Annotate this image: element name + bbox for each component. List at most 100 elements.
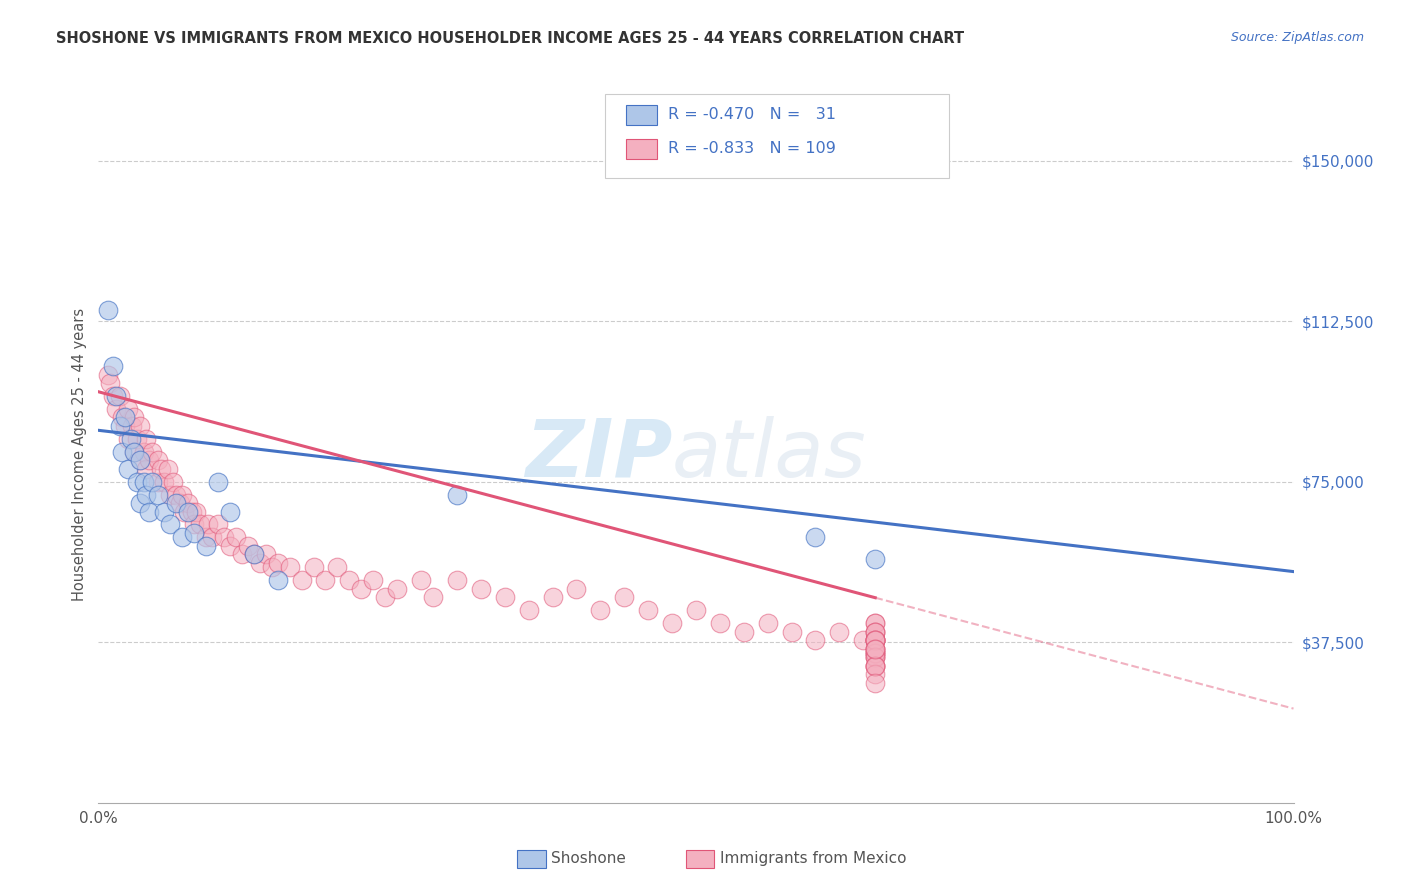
Point <box>172 530 194 544</box>
Point <box>865 658 887 673</box>
Point <box>186 505 208 519</box>
Point <box>422 591 444 605</box>
Point <box>865 641 887 656</box>
Point <box>865 633 887 648</box>
Text: Source: ZipAtlas.com: Source: ZipAtlas.com <box>1230 31 1364 45</box>
Point <box>865 650 887 665</box>
Point <box>98 376 122 391</box>
Point <box>219 505 242 519</box>
Point <box>411 573 433 587</box>
Point <box>114 410 136 425</box>
Point <box>148 487 170 501</box>
Point <box>243 548 266 562</box>
Point <box>865 641 887 656</box>
Point <box>97 303 120 318</box>
Point <box>177 505 200 519</box>
Point <box>637 603 659 617</box>
Point <box>865 633 887 648</box>
Point <box>470 582 492 596</box>
Point <box>865 624 887 639</box>
Point <box>565 582 588 596</box>
Point <box>865 658 887 673</box>
Point <box>446 487 468 501</box>
Point <box>108 389 131 403</box>
Point <box>865 633 887 648</box>
Point <box>183 517 205 532</box>
Point <box>865 641 887 656</box>
Point <box>865 658 887 673</box>
Point <box>149 462 172 476</box>
Point <box>326 560 349 574</box>
Point <box>865 650 887 665</box>
Point <box>111 444 134 458</box>
Point <box>148 453 170 467</box>
Point <box>105 401 128 416</box>
Point <box>153 475 176 489</box>
Point <box>260 560 283 574</box>
Point <box>254 548 277 562</box>
Point <box>165 496 187 510</box>
Point <box>153 505 176 519</box>
Point <box>446 573 468 587</box>
Point <box>138 453 160 467</box>
Point <box>117 401 139 416</box>
Point <box>162 475 184 489</box>
Point <box>339 573 361 587</box>
Point <box>173 505 195 519</box>
Point <box>117 432 139 446</box>
Point <box>733 624 755 639</box>
Point <box>101 389 124 403</box>
Point <box>865 633 887 648</box>
Point <box>865 667 887 681</box>
Y-axis label: Householder Income Ages 25 - 44 years: Householder Income Ages 25 - 44 years <box>72 309 87 601</box>
Point <box>195 539 218 553</box>
Point <box>385 582 409 596</box>
Point <box>613 591 636 605</box>
Point <box>135 432 157 446</box>
Point <box>865 646 887 660</box>
Text: ZIP: ZIP <box>524 416 672 494</box>
Point <box>197 517 219 532</box>
Point <box>865 658 887 673</box>
Point <box>195 530 218 544</box>
Point <box>267 573 290 587</box>
Text: Shoshone: Shoshone <box>551 852 626 866</box>
Point <box>124 444 146 458</box>
Point <box>865 615 887 630</box>
Point <box>177 496 200 510</box>
Point <box>141 444 163 458</box>
Point <box>129 453 152 467</box>
Point <box>589 603 612 617</box>
Point <box>172 487 194 501</box>
Point <box>188 517 211 532</box>
Point <box>219 539 242 553</box>
Point <box>159 487 181 501</box>
Point <box>201 530 224 544</box>
Point <box>494 591 516 605</box>
Text: SHOSHONE VS IMMIGRANTS FROM MEXICO HOUSEHOLDER INCOME AGES 25 - 44 YEARS CORRELA: SHOSHONE VS IMMIGRANTS FROM MEXICO HOUSE… <box>56 31 965 46</box>
Point <box>804 633 827 648</box>
Point <box>111 410 134 425</box>
Point <box>363 573 385 587</box>
Point <box>225 530 247 544</box>
Point <box>125 432 148 446</box>
Point <box>315 573 337 587</box>
Point <box>865 551 887 566</box>
Text: R = -0.470   N =   31: R = -0.470 N = 31 <box>668 107 835 121</box>
Point <box>148 475 170 489</box>
Point <box>374 591 396 605</box>
Text: atlas: atlas <box>672 416 868 494</box>
Point <box>124 444 146 458</box>
Point <box>124 410 146 425</box>
Point <box>121 419 143 434</box>
Point <box>541 591 564 605</box>
Point <box>129 453 152 467</box>
Point <box>135 462 157 476</box>
Point <box>120 432 142 446</box>
Point <box>804 530 827 544</box>
Point <box>865 641 887 656</box>
Text: R = -0.833   N = 109: R = -0.833 N = 109 <box>668 141 835 155</box>
Point <box>129 419 152 434</box>
Point <box>138 505 160 519</box>
Point <box>243 548 266 562</box>
